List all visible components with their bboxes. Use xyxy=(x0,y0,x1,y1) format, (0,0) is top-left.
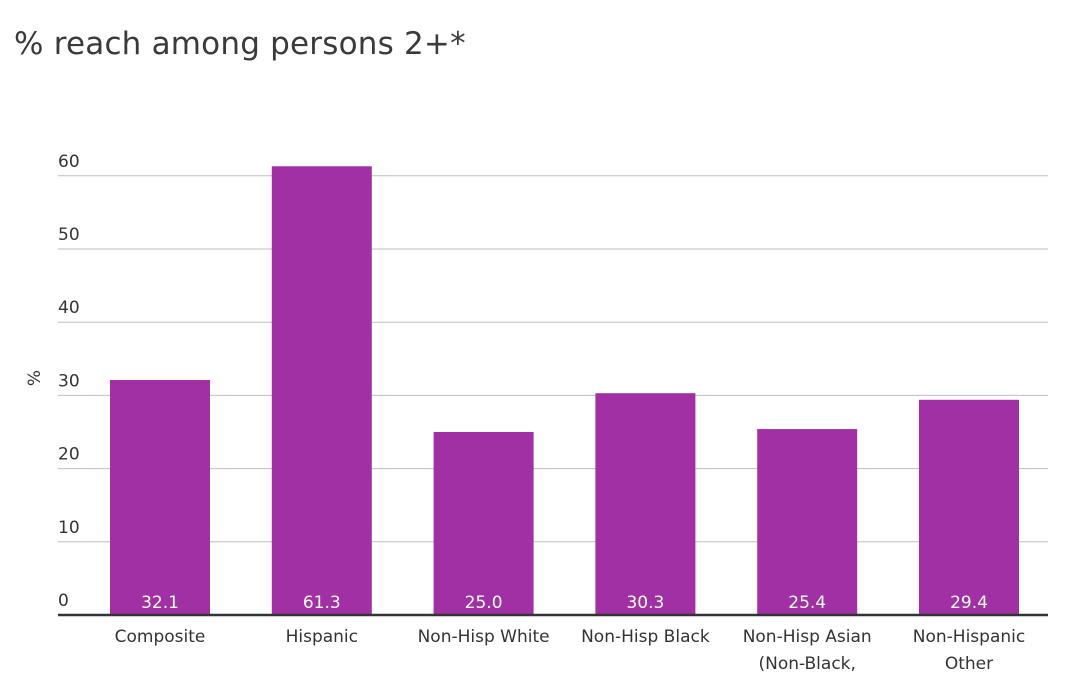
data-label: 29.4 xyxy=(950,593,988,613)
gridlines xyxy=(58,175,1048,543)
bar xyxy=(919,399,1019,615)
y-tick-label: 30 xyxy=(58,371,80,391)
y-tick-label: 40 xyxy=(58,298,80,318)
bar xyxy=(110,380,210,615)
bar xyxy=(595,393,696,615)
category-labels: Composite Hispanic Non-Hisp White Non-Hisp … xyxy=(115,627,1026,674)
y-axis-label: % xyxy=(25,370,45,386)
data-label: 25.0 xyxy=(465,593,503,613)
x-category-label: Non-Hisp Black xyxy=(581,627,710,647)
x-category-label: Non-Hisp Asian xyxy=(743,627,872,647)
chart-title: % reach among persons 2+* xyxy=(14,26,466,62)
bars xyxy=(110,166,1019,615)
bar xyxy=(433,432,534,615)
data-label: 32.1 xyxy=(141,593,179,613)
y-tick-label: 20 xyxy=(58,445,80,465)
bar xyxy=(271,166,372,615)
y-tick-label: 60 xyxy=(58,152,80,172)
x-category-label: Non-Hisp White xyxy=(418,627,550,647)
y-tick-label: 50 xyxy=(58,225,80,245)
y-tick-label: 10 xyxy=(58,518,80,538)
x-category-label: Other xyxy=(945,654,993,674)
bar xyxy=(757,429,858,615)
x-category-label: Composite xyxy=(115,627,206,647)
x-category-label: Non-Hispanic xyxy=(913,627,1025,647)
data-label: 61.3 xyxy=(303,593,341,613)
x-category-label: Hispanic xyxy=(286,627,358,647)
x-category-label: (Non-Black, xyxy=(758,654,855,674)
data-label: 30.3 xyxy=(626,593,664,613)
y-axis-ticks: 0 10 20 30 40 50 60 xyxy=(58,152,80,611)
data-labels: 32.1 61.3 25.0 30.3 25.4 29.4 xyxy=(141,593,988,613)
data-label: 25.4 xyxy=(788,593,826,613)
y-tick-label: 0 xyxy=(58,591,69,611)
